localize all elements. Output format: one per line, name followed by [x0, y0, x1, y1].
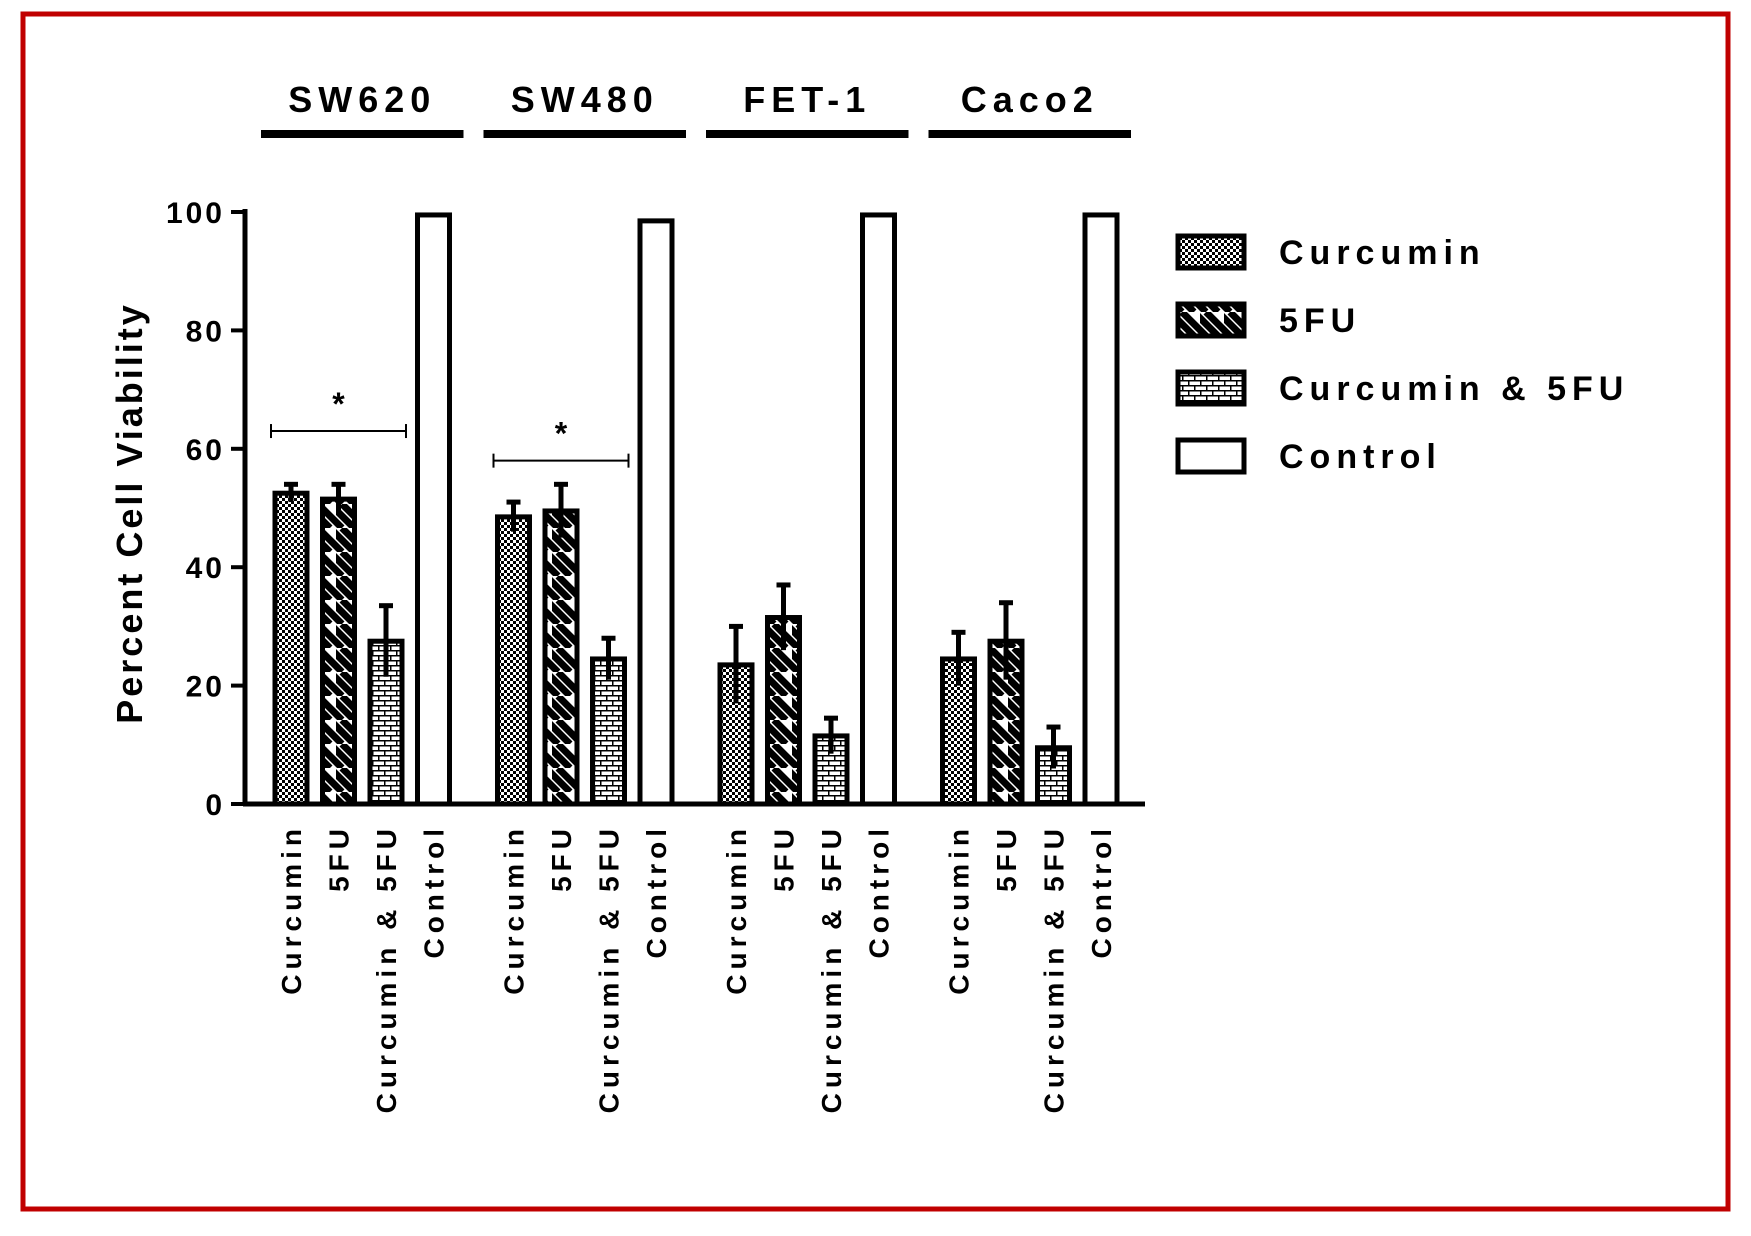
bar-sw620-5fu	[320, 496, 357, 807]
error-bars-layer	[284, 481, 1061, 769]
group-label: Caco2	[961, 79, 1099, 120]
legend-label: Curcumin & 5FU	[1279, 370, 1629, 408]
x-tick-label: Curcumin	[499, 824, 530, 995]
x-tick-label: Curcumin	[721, 824, 752, 995]
bar-caco2-control	[1082, 212, 1120, 807]
x-tick-label: 5FU	[991, 824, 1022, 892]
x-tick-label: Control	[419, 824, 450, 959]
y-tick-label: 100	[166, 197, 225, 230]
y-tick-label: 40	[186, 552, 225, 585]
x-tick-label: Control	[1086, 824, 1117, 959]
bar-sw480-curcumin-and-5fu	[590, 656, 627, 807]
bar-sw620-curcumin	[272, 490, 310, 807]
bar-sw480-curcumin	[495, 514, 532, 807]
bar-sw480-control	[637, 218, 675, 807]
legend-swatch-curcumin	[1175, 233, 1247, 271]
significance-star: *	[332, 386, 345, 422]
legend: Curcumin 5FU Curcumin & 5FU Control	[1175, 233, 1629, 476]
x-tick-label: Curcumin & 5FU	[371, 824, 402, 1113]
legend-label: 5FU	[1279, 302, 1361, 340]
legend-swatch-curcumin-and-5fu	[1175, 369, 1247, 407]
y-tick-label: 80	[186, 315, 225, 348]
annotations: **	[270, 386, 630, 468]
legend-swatch-control	[1175, 437, 1247, 475]
y-tick-label: 20	[186, 671, 225, 704]
x-tick-label: Curcumin & 5FU	[816, 824, 847, 1113]
x-tick-label: Curcumin & 5FU	[594, 824, 625, 1113]
legend-label: Control	[1279, 438, 1442, 476]
x-tick-label: Curcumin	[944, 824, 975, 995]
y-tick-label: 60	[186, 434, 225, 467]
x-tick-label: Curcumin & 5FU	[1039, 824, 1070, 1113]
legend-swatch-5fu	[1175, 301, 1247, 339]
y-axis-title: Percent Cell Viability	[109, 302, 150, 723]
x-tick-label: Control	[864, 824, 895, 959]
group-label: SW480	[511, 79, 659, 120]
group-label: FET-1	[743, 79, 871, 120]
x-tick-label: 5FU	[324, 824, 355, 892]
plot-area: 0 20 40 60 80 100 SW620 SW480 FET-1 Caco2 Curcum…	[166, 79, 1629, 1113]
bar-sw620-control	[415, 212, 452, 807]
significance-star: *	[555, 416, 568, 452]
bar-fet-1-control	[860, 212, 897, 807]
x-tick-label: 5FU	[546, 824, 577, 892]
group-label: SW620	[288, 79, 436, 120]
y-tick-label: 0	[205, 789, 225, 822]
x-tick-labels: Curcumin 5FU Curcumin & 5FU Control Curcumin…	[276, 824, 1117, 1113]
x-tick-label: Control	[641, 824, 672, 959]
bar-sw480-5fu	[542, 508, 580, 807]
group-labels: SW620 SW480 FET-1 Caco2	[261, 79, 1131, 138]
x-tick-label: Curcumin	[276, 824, 307, 995]
legend-label: Curcumin	[1279, 234, 1486, 272]
x-tick-label: 5FU	[769, 824, 800, 892]
